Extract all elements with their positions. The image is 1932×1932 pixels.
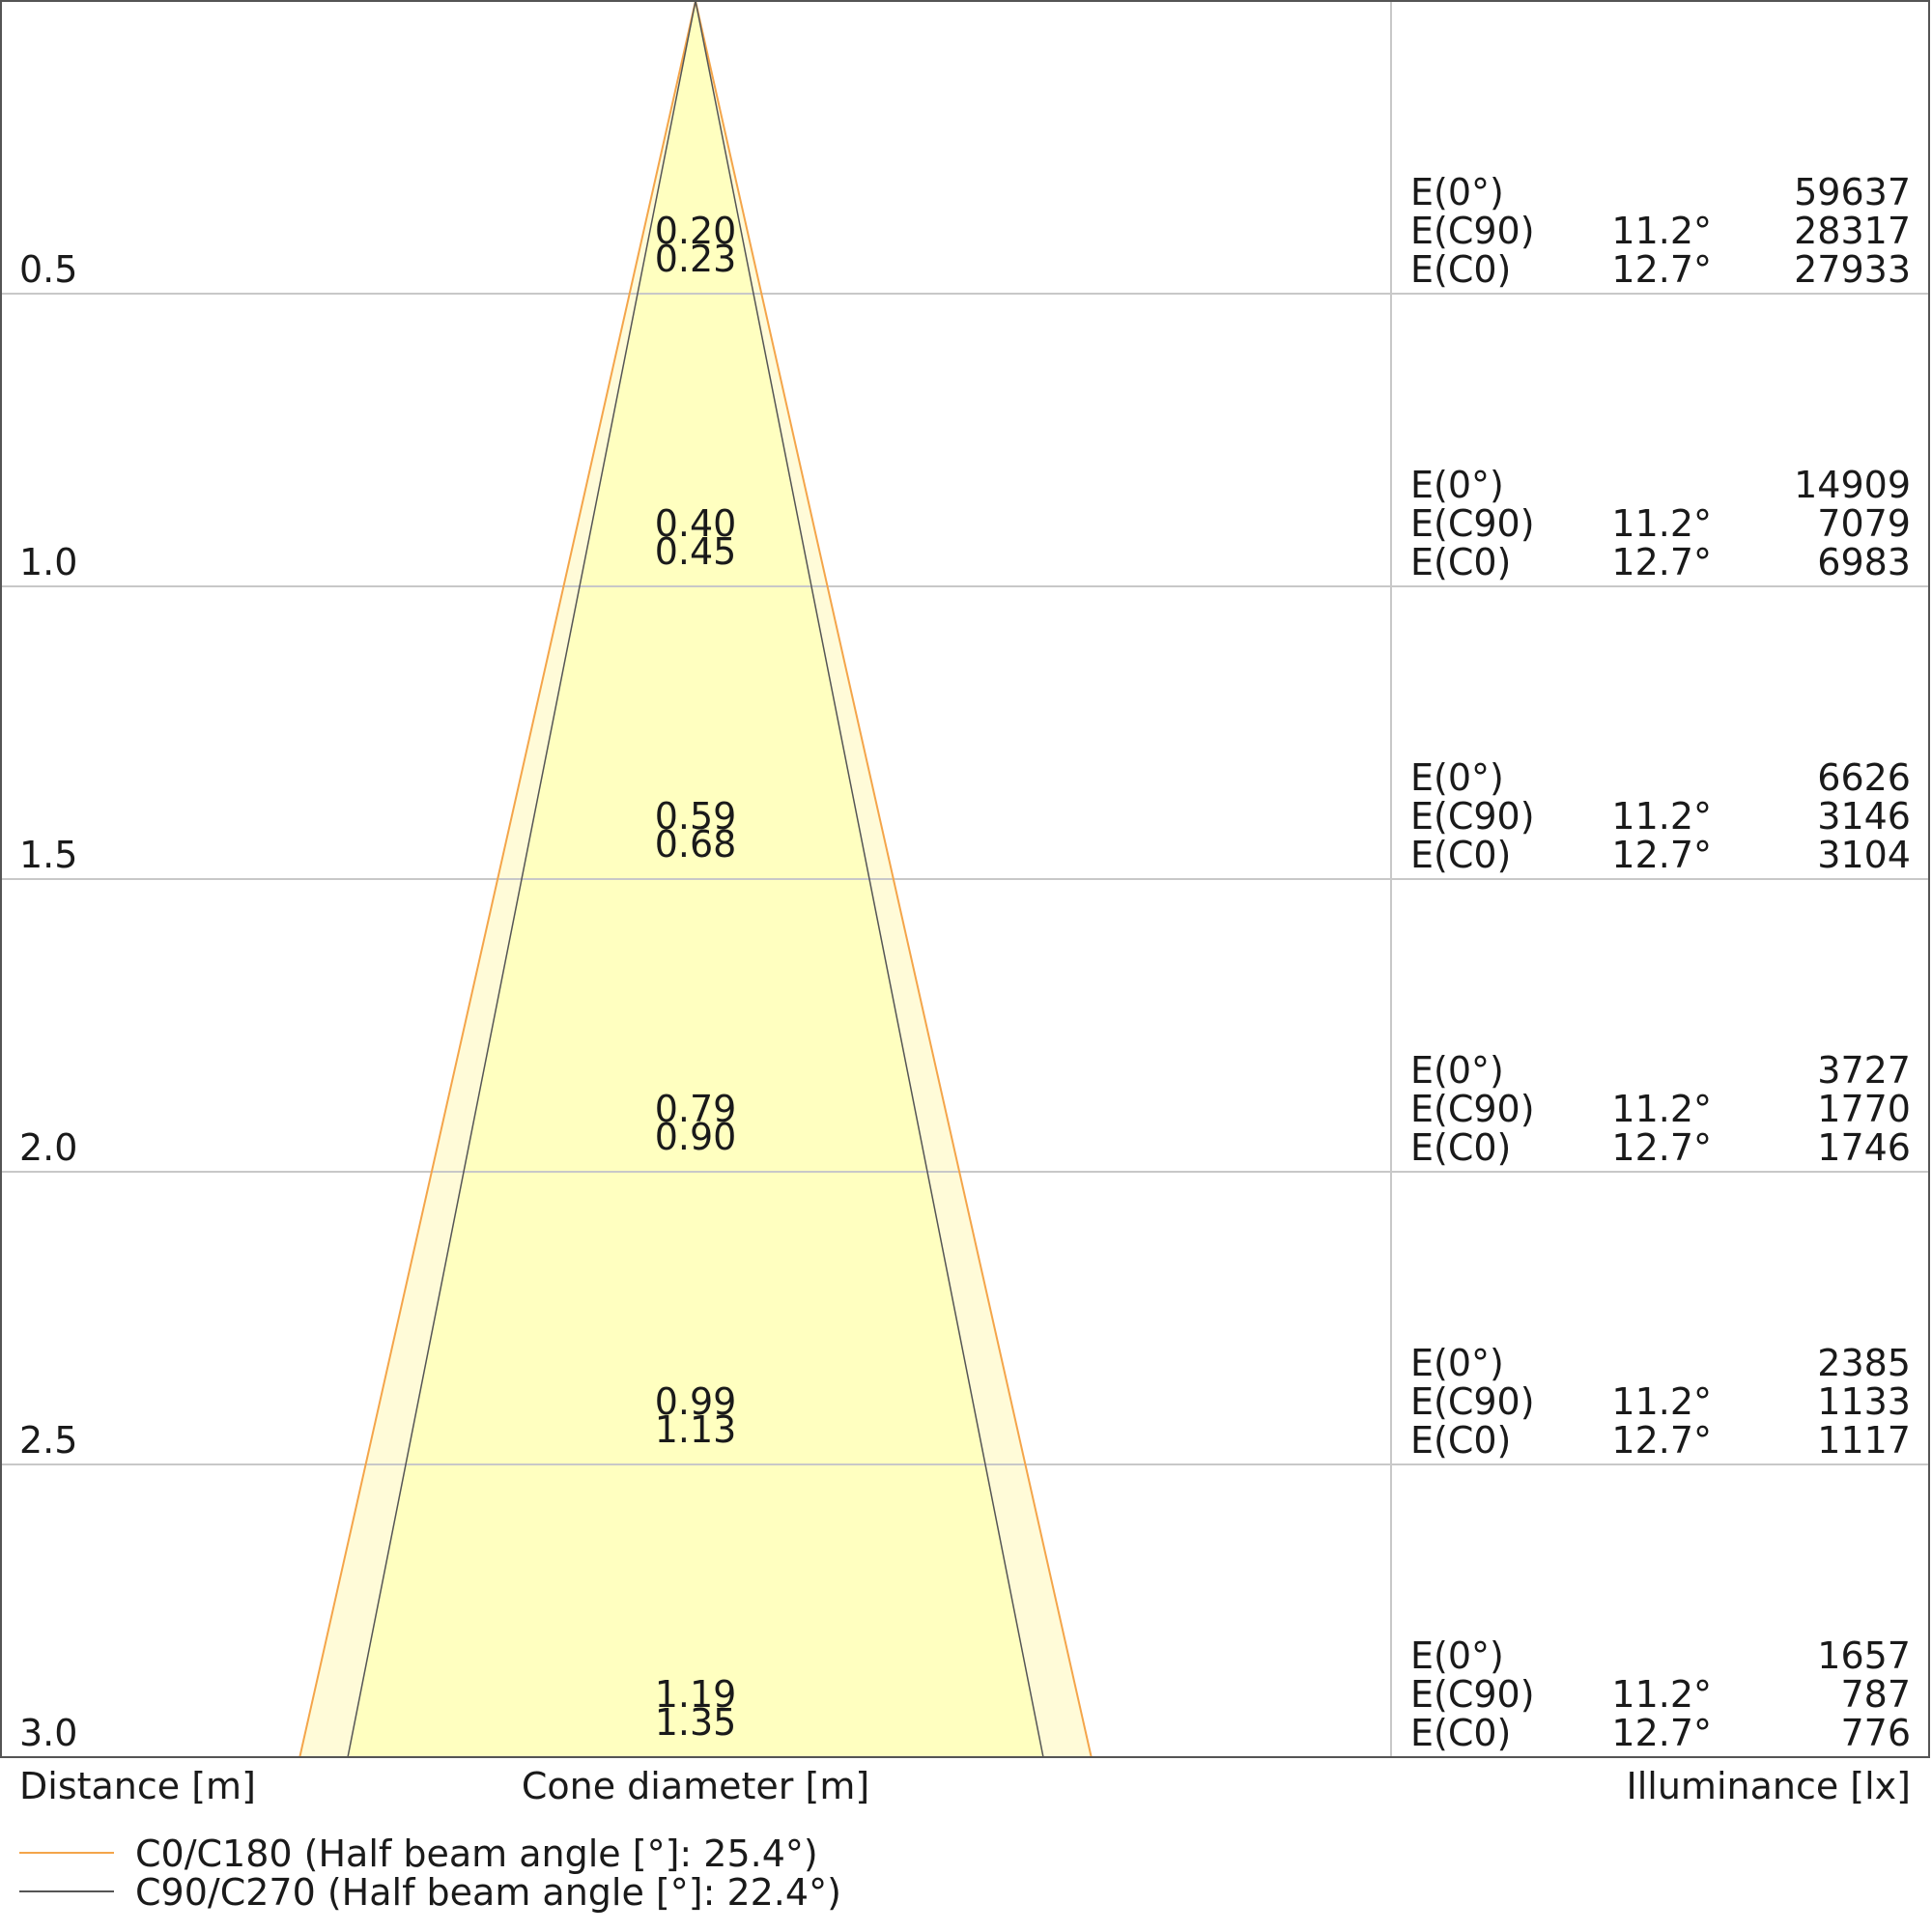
diameter-c0-2: 0.68: [655, 823, 737, 866]
ec90-label-2: E(C90): [1410, 795, 1535, 838]
ec0-angle-3: 12.7°: [1611, 1126, 1712, 1169]
distance-tick-0: 0.5: [19, 248, 77, 291]
diameter-c90-0: 0.20: [655, 210, 737, 252]
ec0-value-4: 1117: [1817, 1419, 1911, 1462]
distance-tick-4: 2.5: [19, 1419, 77, 1462]
ec90-label-3: E(C90): [1410, 1088, 1535, 1130]
diameter-c90-1: 0.40: [655, 502, 737, 545]
x-axis-label: Distance [m]: [19, 1765, 256, 1807]
diameter-c0-5: 1.35: [655, 1701, 737, 1744]
e0-label-3: E(0°): [1410, 1049, 1504, 1092]
ec0-label-5: E(C0): [1410, 1712, 1511, 1754]
ec0-angle-4: 12.7°: [1611, 1419, 1712, 1462]
ec90-angle-0: 11.2°: [1611, 210, 1712, 252]
diameter-c0-0: 0.23: [655, 238, 737, 280]
e0-value-4: 2385: [1817, 1342, 1911, 1384]
ec90-value-3: 1770: [1817, 1088, 1911, 1130]
distance-tick-5: 3.0: [19, 1712, 77, 1754]
diameter-c0-1: 0.45: [655, 530, 737, 573]
ec90-value-5: 787: [1840, 1673, 1911, 1716]
ec0-label-0: E(C0): [1410, 248, 1511, 291]
ec0-value-0: 27933: [1794, 248, 1911, 291]
ec90-value-0: 28317: [1794, 210, 1911, 252]
ec90-label-1: E(C90): [1410, 502, 1535, 545]
diameter-c0-3: 0.90: [655, 1116, 737, 1158]
e0-value-0: 59637: [1794, 171, 1911, 213]
ec0-value-2: 3104: [1817, 834, 1911, 876]
ec0-angle-0: 12.7°: [1611, 248, 1712, 291]
ec0-label-4: E(C0): [1410, 1419, 1511, 1462]
distance-tick-3: 2.0: [19, 1126, 77, 1169]
e0-label-5: E(0°): [1410, 1634, 1504, 1677]
ec0-label-2: E(C0): [1410, 834, 1511, 876]
ec90-label-0: E(C90): [1410, 210, 1535, 252]
ec90-value-2: 3146: [1817, 795, 1911, 838]
ec90-value-4: 1133: [1817, 1380, 1911, 1423]
ec0-value-3: 1746: [1817, 1126, 1911, 1169]
e0-label-2: E(0°): [1410, 756, 1504, 799]
diameter-c90-2: 0.59: [655, 795, 737, 838]
ec0-label-1: E(C0): [1410, 541, 1511, 583]
ec0-angle-5: 12.7°: [1611, 1712, 1712, 1754]
diameter-c0-4: 1.13: [655, 1408, 737, 1451]
legend: C0/C180 (Half beam angle [°]: 25.4°) C90…: [19, 1833, 841, 1914]
e0-value-1: 14909: [1794, 464, 1911, 506]
cone-diameter-label: Cone diameter [m]: [522, 1765, 869, 1807]
diameter-c90-5: 1.19: [655, 1673, 737, 1716]
ec90-angle-5: 11.2°: [1611, 1673, 1712, 1716]
ec0-angle-2: 12.7°: [1611, 834, 1712, 876]
ec0-angle-1: 12.7°: [1611, 541, 1712, 583]
distance-tick-2: 1.5: [19, 834, 77, 876]
ec90-angle-3: 11.2°: [1611, 1088, 1712, 1130]
ec90-angle-2: 11.2°: [1611, 795, 1712, 838]
e0-value-2: 6626: [1817, 756, 1911, 799]
diameter-c90-4: 0.99: [655, 1380, 737, 1423]
ec0-value-1: 6983: [1817, 541, 1911, 583]
e0-value-3: 3727: [1817, 1049, 1911, 1092]
diameter-c90-3: 0.79: [655, 1088, 737, 1130]
ec90-angle-4: 11.2°: [1611, 1380, 1712, 1423]
ec0-label-3: E(C0): [1410, 1126, 1511, 1169]
ec90-value-1: 7079: [1817, 502, 1911, 545]
distance-tick-1: 1.0: [19, 541, 77, 583]
distance-grid: [0, 1, 1930, 1757]
e0-label-1: E(0°): [1410, 464, 1504, 506]
ec90-label-4: E(C90): [1410, 1380, 1535, 1423]
plot-frame: [0, 0, 1930, 1758]
legend-entry-c90: C90/C270 (Half beam angle [°]: 22.4°): [135, 1871, 841, 1914]
e0-label-4: E(0°): [1410, 1342, 1504, 1384]
e0-label-0: E(0°): [1410, 171, 1504, 213]
legend-entry-c0: C0/C180 (Half beam angle [°]: 25.4°): [135, 1833, 818, 1875]
ec0-value-5: 776: [1840, 1712, 1911, 1754]
ec90-label-5: E(C90): [1410, 1673, 1535, 1716]
e0-value-5: 1657: [1817, 1634, 1911, 1677]
row-labels: 0.5 0.200.23 E(0°) 59637 E(C90) 11.2° 28317 E(C…: [19, 171, 1911, 1754]
ec90-angle-1: 11.2°: [1611, 502, 1712, 545]
illuminance-label: Illuminance [lx]: [1627, 1765, 1911, 1807]
